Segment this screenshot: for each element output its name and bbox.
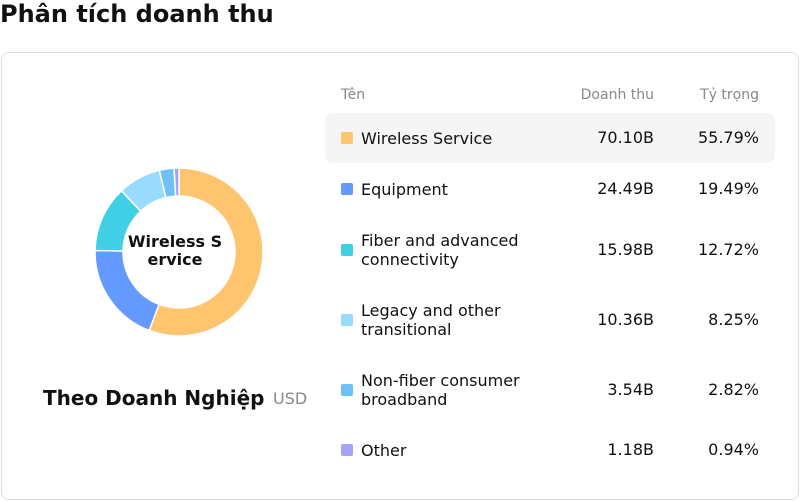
table-row: Legacy and other transitional 10.36B 8.25%	[325, 285, 775, 355]
legend-swatch	[341, 183, 353, 195]
unit: USD	[273, 389, 308, 408]
category-name: Wireless Service	[361, 128, 493, 148]
category-name: Equipment	[361, 179, 448, 199]
value-label: 8.25%	[708, 310, 759, 329]
value-label: 10.36B	[597, 310, 654, 329]
value-label: 19.49%	[697, 179, 759, 198]
table-row: Equipment 24.49B 19.49%	[325, 164, 775, 214]
legend-swatch	[341, 244, 353, 256]
card	[1, 52, 799, 500]
subtitle: Theo Doanh Nghiệp	[43, 386, 265, 410]
column-header: Doanh thu	[580, 87, 654, 103]
value-label: 55.79%	[697, 128, 759, 147]
table-row: Non-fiber consumer broadband 3.54B 2.82%	[325, 355, 775, 425]
value-label: 1.18B	[607, 440, 654, 459]
value-label: 70.10B	[597, 128, 654, 147]
value-label: 0.94%	[708, 440, 759, 459]
value-label: 24.49B	[597, 179, 654, 198]
category-name: Fiber and advanced connectivity	[361, 231, 519, 269]
center-label: Wireless Service	[127, 232, 223, 269]
category-name: Legacy and other transitional	[361, 301, 501, 339]
value-label: 3.54B	[607, 380, 654, 399]
value-label: 15.98B	[597, 240, 654, 259]
donut-slice	[148, 167, 264, 337]
legend-swatch	[341, 132, 353, 144]
table-row: Other 1.18B 0.94%	[325, 425, 775, 475]
value-label: 12.72%	[697, 240, 759, 259]
table-row: Fiber and advanced connectivity 15.98B 12.…	[325, 215, 775, 285]
page-title: Phân tích doanh thu	[0, 0, 274, 28]
legend-swatch	[341, 444, 353, 456]
table-row: Wireless Service 70.10B 55.79%	[325, 113, 775, 163]
category-name: Other	[361, 440, 407, 460]
legend-swatch	[341, 384, 353, 396]
donut-slice	[173, 167, 180, 197]
legend-swatch	[341, 314, 353, 326]
column-header: Tỷ trọng	[700, 87, 759, 103]
column-header: Tên	[341, 87, 366, 103]
category-name: Non-fiber consumer broadband	[361, 371, 520, 409]
value-label: 2.82%	[708, 380, 759, 399]
